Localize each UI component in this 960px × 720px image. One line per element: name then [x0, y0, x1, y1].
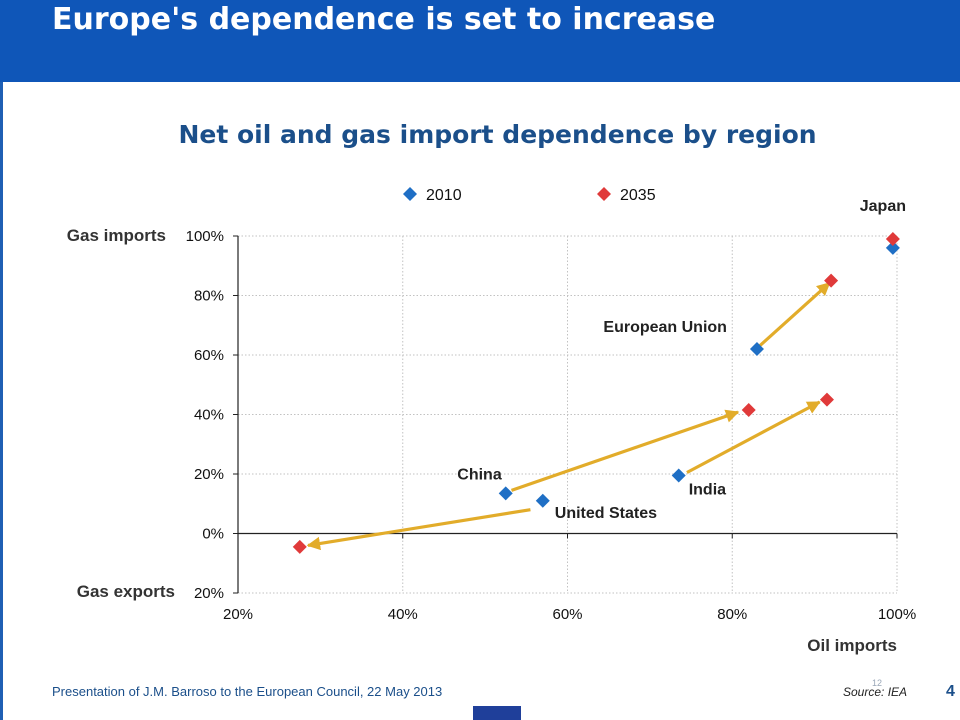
- region-label-united-states: United States: [555, 505, 657, 522]
- x-axis-label: Oil imports: [807, 636, 897, 655]
- x-tick-label: 100%: [878, 606, 916, 623]
- legend-label-2010: 2010: [426, 187, 462, 204]
- arrow-united-states: [306, 508, 531, 551]
- region-label-china: China: [457, 466, 502, 483]
- data-point-2035-china: [741, 403, 756, 418]
- footer-page-number: 4: [946, 683, 955, 700]
- x-tick-label: 60%: [552, 606, 582, 623]
- y-axis-label-top: Gas imports: [67, 226, 166, 245]
- y-tick-label: 0%: [202, 526, 224, 543]
- data-point-2035-japan: [885, 231, 900, 246]
- data-point-2010-united-states: [535, 493, 550, 508]
- slide-title: Europe's dependence is set to increase: [52, 2, 716, 37]
- arrow-china: [510, 409, 740, 492]
- x-tick-label: 20%: [223, 606, 253, 623]
- region-label-japan: Japan: [860, 198, 906, 215]
- side-rule: [0, 82, 3, 720]
- data-point-2035-india: [819, 392, 834, 407]
- y-tick-label: 60%: [194, 347, 224, 364]
- y-tick-label: 20%: [194, 466, 224, 483]
- data-point-2010-india: [671, 468, 686, 483]
- x-tick-label: 40%: [388, 606, 418, 623]
- x-tick-label: 80%: [717, 606, 747, 623]
- footer-text: Presentation of J.M. Barroso to the Euro…: [52, 684, 443, 699]
- arrow-european-union: [758, 281, 831, 348]
- data-point-2010-japan: [885, 240, 900, 255]
- y-tick-label: 20%: [194, 585, 224, 602]
- header-bar: [0, 0, 960, 82]
- eu-flag-strip: [473, 706, 521, 720]
- data-point-2010-china: [498, 486, 513, 501]
- y-tick-label: 100%: [186, 228, 224, 245]
- chart-title: Net oil and gas import dependence by reg…: [178, 120, 817, 149]
- y-tick-label: 40%: [194, 407, 224, 424]
- region-label-european-union: European Union: [603, 319, 727, 336]
- legend-label-2035: 2035: [620, 187, 656, 204]
- data-point-2035-united-states: [292, 539, 307, 554]
- data-point-2010-european-union: [749, 342, 764, 357]
- data-point-2035-european-union: [824, 273, 839, 288]
- region-label-india: India: [689, 481, 726, 498]
- y-axis-label-bottom: Gas exports: [77, 582, 175, 601]
- y-tick-label: 80%: [194, 288, 224, 305]
- arrow-india: [686, 400, 821, 474]
- footer-source: Source: IEA: [843, 685, 908, 699]
- legend-marker-2035: [597, 187, 611, 201]
- footer-slide-number: 12: [872, 678, 883, 688]
- legend-marker-2010: [403, 187, 417, 201]
